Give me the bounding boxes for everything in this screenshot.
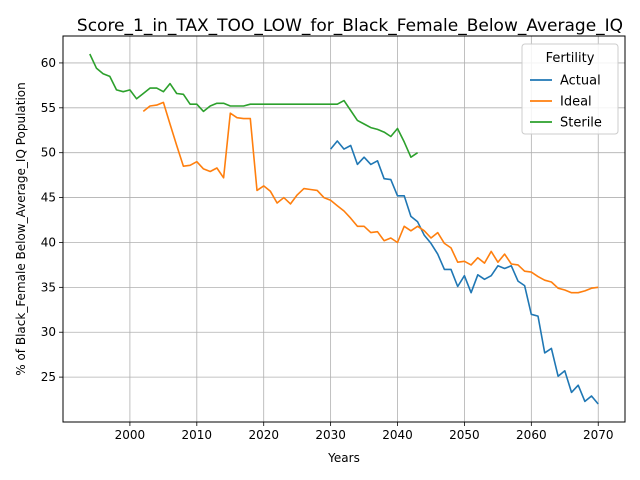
x-tick-label: 2020 [248,428,279,442]
x-gridlines [129,36,599,422]
series-line-sterile [89,53,419,158]
legend: Fertility Actual Ideal Sterile [521,43,619,135]
y-tick-label: 40 [41,235,56,249]
legend-label-ideal: Ideal [560,95,592,110]
series-lines [89,53,599,405]
x-axis-label: Years [327,451,360,465]
x-tick-label: 2010 [182,428,213,442]
chart-title: Score_1_in_TAX_TOO_LOW_for_Black_Female_… [77,16,623,36]
x-tick-label: 2070 [583,428,614,442]
x-tick-label: 2060 [516,428,547,442]
y-axis-label: % of Black_Female Below_Average_IQ Popul… [14,82,28,376]
y-tick-label: 55 [41,101,56,115]
y-tick-label: 50 [41,146,56,160]
x-tick-label: 2030 [315,428,346,442]
legend-box [521,43,619,135]
x-tick-label: 2040 [382,428,413,442]
x-ticks: 2000 2010 2020 2030 2040 2050 2060 2070 [115,422,614,442]
series-line-actual [329,140,599,405]
legend-label-actual: Actual [560,74,601,89]
y-tick-label: 45 [41,191,56,205]
y-tick-label: 60 [41,56,56,70]
legend-title: Fertility [546,51,595,66]
y-ticks: 25 30 35 40 45 50 55 60 [41,56,63,384]
plot-area-frame [62,35,626,423]
y-gridlines [63,62,625,378]
x-tick-label: 2050 [449,428,480,442]
y-tick-label: 25 [41,370,56,384]
series-line-ideal [142,101,599,294]
legend-label-sterile: Sterile [560,116,602,131]
y-tick-label: 30 [41,325,56,339]
x-tick-label: 2000 [115,428,146,442]
y-tick-label: 35 [41,280,56,294]
